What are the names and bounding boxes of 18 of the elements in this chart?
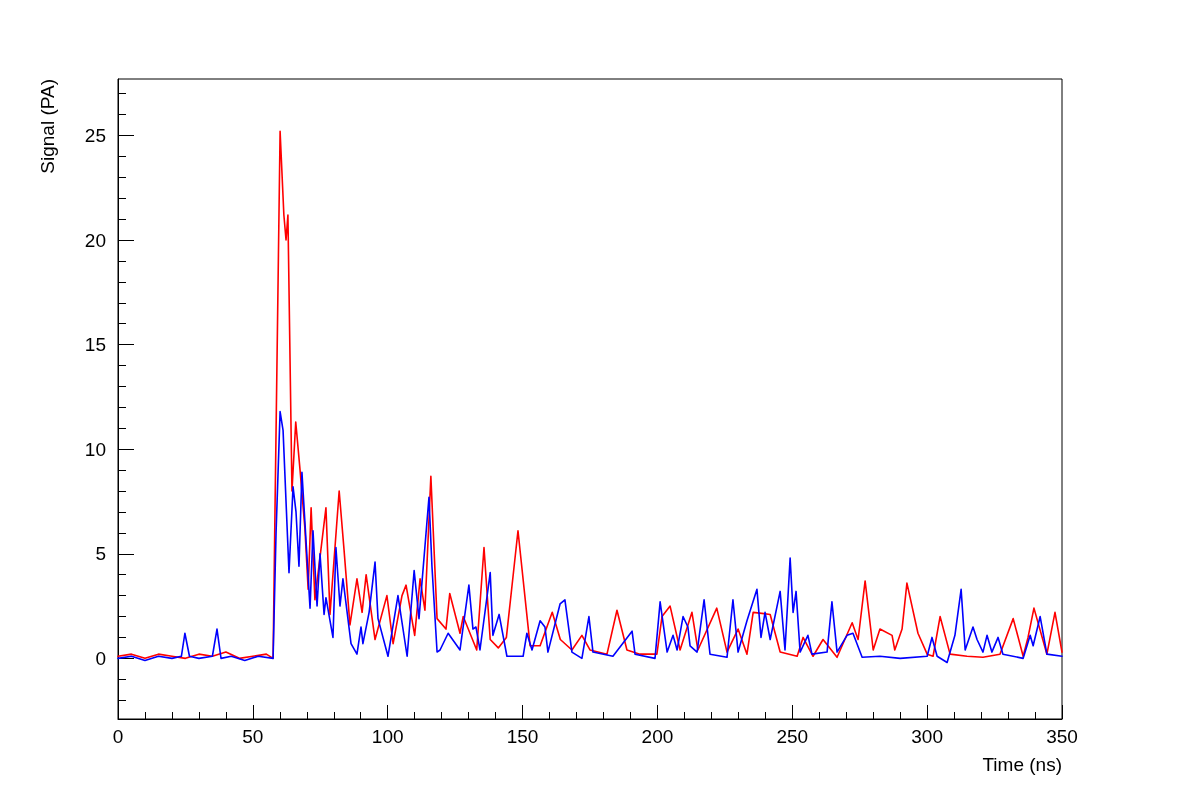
line-series xyxy=(117,130,1063,660)
x-tick-label: 200 xyxy=(641,726,674,747)
x-tick-label: 150 xyxy=(506,726,539,747)
y-tick-label: 20 xyxy=(84,229,106,251)
x-tick-label: 100 xyxy=(371,726,404,747)
x-tick-label: 250 xyxy=(776,726,809,747)
x-tick-label: 50 xyxy=(242,726,264,747)
y-axis-title: Signal (PA) xyxy=(37,79,58,174)
x-axis-title: Time (ns) xyxy=(982,754,1062,775)
y-tick-label: 15 xyxy=(84,334,106,356)
y-tick-label: 25 xyxy=(84,124,106,146)
y-tick-label: 10 xyxy=(84,438,106,460)
y-tick-label: 0 xyxy=(95,647,106,669)
x-tick-label: 350 xyxy=(1046,726,1078,747)
line-series xyxy=(117,410,1063,664)
y-tick-label: 5 xyxy=(95,543,106,565)
x-tick-label: 300 xyxy=(911,726,943,747)
x-tick-label: 0 xyxy=(112,726,124,747)
